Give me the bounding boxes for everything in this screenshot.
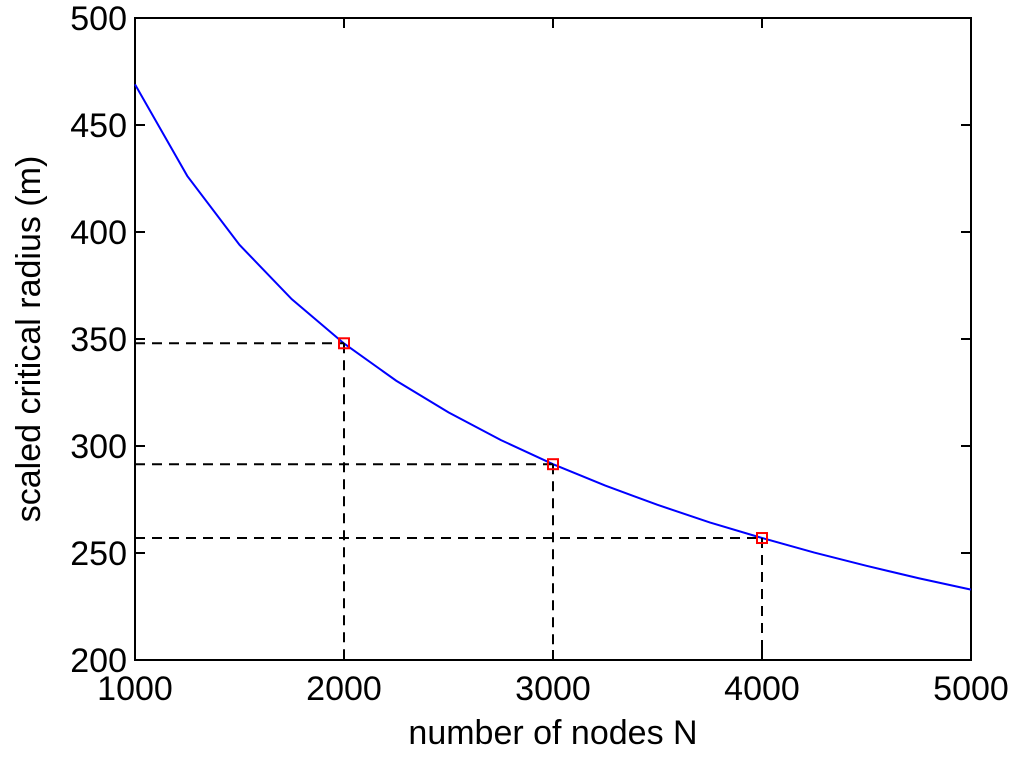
x-tick-label: 3000 — [515, 670, 591, 708]
x-tick-label: 5000 — [933, 670, 1009, 708]
plot-frame — [134, 17, 972, 661]
y-axis-label: scaled critical radius (m) — [10, 156, 48, 523]
y-tick-label: 200 — [70, 642, 127, 680]
y-tick-label: 450 — [70, 107, 127, 145]
x-tick-label: 4000 — [724, 670, 800, 708]
y-tick-label: 300 — [70, 428, 127, 466]
x-tick-label: 2000 — [306, 670, 382, 708]
x-axis-label: number of nodes N — [408, 714, 697, 752]
y-tick-label: 500 — [70, 0, 127, 38]
marker — [547, 458, 559, 471]
x-tick-label: 1000 — [97, 670, 173, 708]
marker — [338, 337, 350, 350]
marker — [756, 532, 768, 545]
y-tick-label: 350 — [70, 321, 127, 359]
y-tick-label: 250 — [70, 535, 127, 573]
y-tick-label: 400 — [70, 214, 127, 252]
